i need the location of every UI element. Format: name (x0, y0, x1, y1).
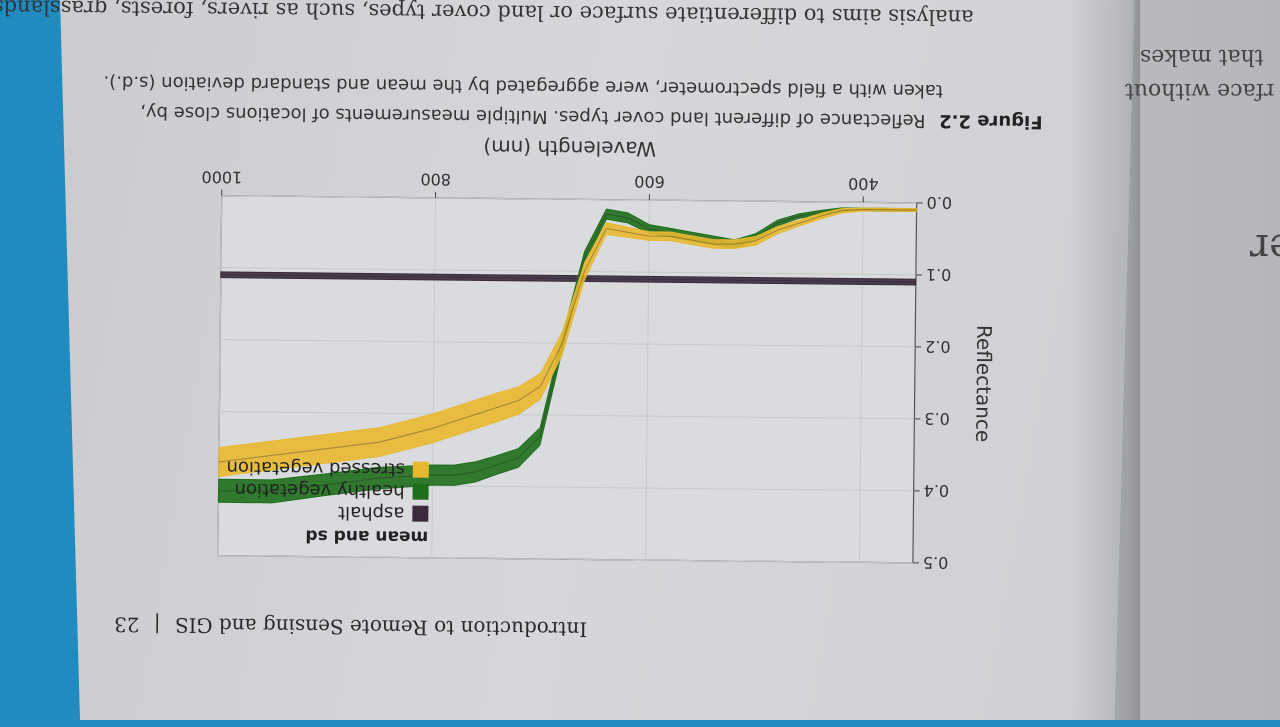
legend-label: healthy vegetation (234, 479, 404, 502)
legend-label: asphalt (338, 502, 405, 524)
x-tick-label: 600 (634, 172, 665, 191)
y-axis-label: Reflectance (971, 325, 996, 443)
y-tick-label: 0.5 (923, 553, 949, 572)
right-fragment-1: rface without (1125, 78, 1274, 103)
y-tick-label: 0.3 (924, 409, 950, 428)
x-tick-label: 1000 (201, 167, 242, 186)
y-tick-label: 0.4 (924, 481, 950, 500)
legend-swatch (413, 484, 429, 500)
x-tick-label: 400 (848, 174, 879, 193)
legend-swatch (412, 506, 428, 522)
plot-panel (218, 196, 917, 563)
y-tick-label: 0.0 (927, 193, 953, 212)
right-fragment-3: er (1250, 225, 1280, 271)
x-axis-label: Wavelength (nm) (483, 135, 656, 161)
legend-swatch (413, 462, 429, 478)
y-tick-label: 0.1 (926, 265, 952, 284)
legend-title: mean and sd (305, 526, 428, 547)
right-fragment-2: that makes (1140, 44, 1264, 69)
y-tick-label: 0.2 (925, 337, 951, 356)
x-tick-label: 800 (420, 170, 451, 189)
figure-label: Figure 2.2 (939, 110, 1043, 132)
legend-label: stressed vegetation (226, 457, 405, 480)
